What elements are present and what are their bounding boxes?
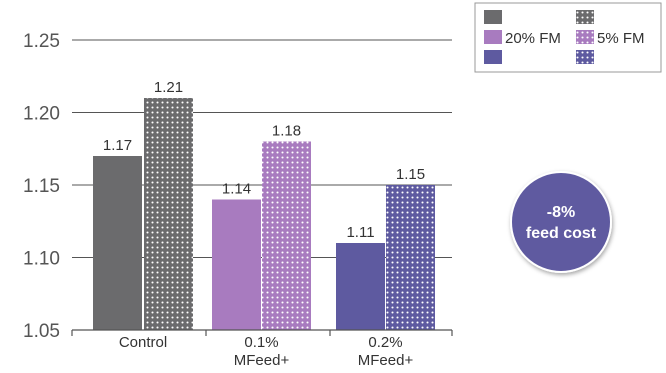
badge-line-2: feed cost [526,225,597,242]
y-tick-label: 1.15 [23,176,60,197]
value-label: 1.14 [222,181,251,198]
category-label: MFeed+ [234,352,290,369]
bar-3-series-1 [336,243,385,330]
legend-swatch-01-5 [576,30,594,44]
legend-label-5-fm: 5% FM [597,30,645,47]
bars [93,98,435,330]
category-label: MFeed+ [358,352,414,369]
bar-2-series-1 [212,199,261,330]
value-label: 1.11 [346,224,374,241]
legend-label-20-fm: 20% FM [505,30,561,47]
badge-line-1: -8% [547,204,575,221]
axes [71,329,453,336]
value-label: 1.15 [396,166,425,183]
y-axis-ticks: 1.05 1.10 1.15 1.20 1.25 [23,31,60,342]
y-tick-label: 1.10 [23,249,60,270]
legend-box [474,2,662,73]
y-tick-label: 1.25 [23,31,60,52]
category-label: 0.2% [368,334,402,351]
bar-1-series-2 [144,98,193,330]
value-label: 1.21 [154,79,183,96]
bar-3-series-2 [386,185,435,330]
value-label: 1.18 [272,123,301,140]
legend-swatch-control-20 [484,10,502,24]
feed-cost-badge: -8% feed cost [510,171,612,273]
legend-swatch-01-20 [484,30,502,44]
value-labels: 1.17 1.21 1.14 1.18 1.11 1.15 [103,79,425,241]
value-label: 1.17 [103,137,132,154]
bar-1-series-1 [93,156,142,330]
legend: 20% FM 5% FM [474,2,662,73]
bar-2-series-2 [262,141,311,330]
legend-swatch-02-20 [484,50,502,64]
category-labels: Control 0.1%MFeed+0.2%MFeed+ [119,334,414,369]
legend-swatch-02-5 [576,50,594,64]
badge-circle [510,171,612,273]
category-label: Control [119,334,167,351]
legend-swatch-control-5 [576,10,594,24]
category-label: 0.1% [244,334,278,351]
y-tick-label: 1.05 [23,321,60,342]
y-tick-label: 1.20 [23,104,60,125]
